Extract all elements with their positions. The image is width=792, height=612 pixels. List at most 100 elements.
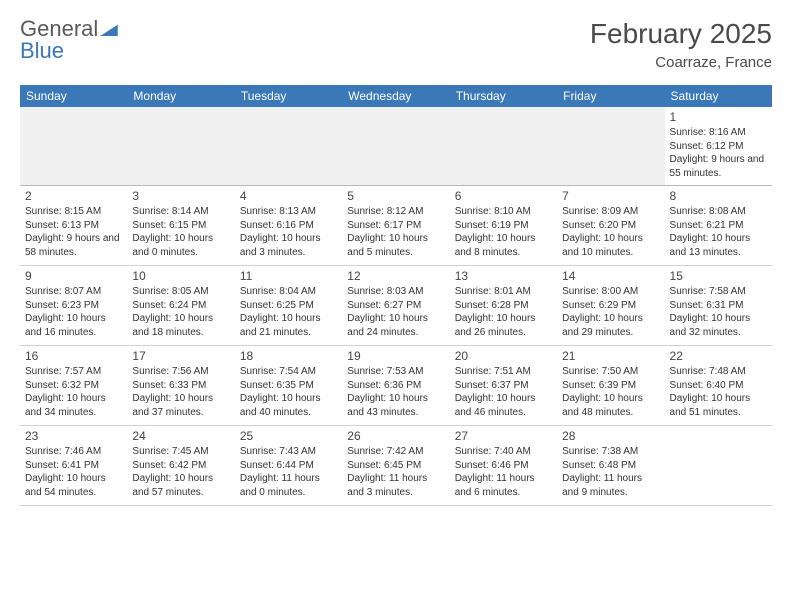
title-block: February 2025 Coarraze, France bbox=[590, 18, 772, 71]
calendar-day-cell: 10 Sunrise: 8:05 AMSunset: 6:24 PMDayligh… bbox=[127, 266, 234, 346]
day-number: 5 bbox=[347, 189, 444, 203]
day-number: 7 bbox=[562, 189, 659, 203]
calendar-week-row: 9 Sunrise: 8:07 AMSunset: 6:23 PMDaylight… bbox=[20, 266, 772, 346]
calendar-day-cell: 1 Sunrise: 8:16 AMSunset: 6:12 PMDaylight… bbox=[665, 107, 772, 186]
day-number: 21 bbox=[562, 349, 659, 363]
day-info: Sunrise: 8:14 AMSunset: 6:15 PMDaylight:… bbox=[132, 205, 229, 259]
day-number: 27 bbox=[455, 429, 552, 443]
month-title: February 2025 bbox=[590, 18, 772, 50]
day-number: 28 bbox=[562, 429, 659, 443]
day-info: Sunrise: 7:56 AMSunset: 6:33 PMDaylight:… bbox=[132, 365, 229, 419]
day-info: Sunrise: 7:57 AMSunset: 6:32 PMDaylight:… bbox=[25, 365, 122, 419]
calendar-day-cell bbox=[342, 107, 449, 186]
calendar-page: GeneralBlue February 2025 Coarraze, Fran… bbox=[0, 0, 792, 518]
weekday-header: Thursday bbox=[450, 85, 557, 107]
weekday-header: Tuesday bbox=[235, 85, 342, 107]
calendar-day-cell: 27 Sunrise: 7:40 AMSunset: 6:46 PMDayligh… bbox=[450, 426, 557, 506]
calendar-day-cell bbox=[557, 107, 664, 186]
calendar-day-cell: 11Sunrise: 8:04 AMSunset: 6:25 PMDayligh… bbox=[235, 266, 342, 346]
calendar-day-cell: 13Sunrise: 8:01 AMSunset: 6:28 PMDayligh… bbox=[450, 266, 557, 346]
weekday-header: Wednesday bbox=[342, 85, 449, 107]
day-number: 1 bbox=[670, 110, 767, 124]
calendar-day-cell: 18 Sunrise: 7:54 AMSunset: 6:35 PMDayligh… bbox=[235, 346, 342, 426]
day-info: Sunrise: 7:46 AMSunset: 6:41 PMDaylight:… bbox=[25, 445, 122, 499]
day-info: Sunrise: 8:07 AMSunset: 6:23 PMDaylight:… bbox=[25, 285, 122, 339]
day-info: Sunrise: 8:05 AMSunset: 6:24 PMDaylight:… bbox=[132, 285, 229, 339]
day-info: Sunrise: 7:48 AMSunset: 6:40 PMDaylight:… bbox=[670, 365, 767, 419]
day-number: 17 bbox=[132, 349, 229, 363]
calendar-day-cell: 8Sunrise: 8:08 AMSunset: 6:21 PMDaylight… bbox=[665, 186, 772, 266]
location: Coarraze, France bbox=[590, 54, 772, 71]
calendar-day-cell bbox=[665, 426, 772, 506]
calendar-day-cell: 6 Sunrise: 8:10 AMSunset: 6:19 PMDaylight… bbox=[450, 186, 557, 266]
calendar-day-cell bbox=[450, 107, 557, 186]
day-number: 16 bbox=[25, 349, 122, 363]
calendar-day-cell: 20Sunrise: 7:51 AMSunset: 6:37 PMDayligh… bbox=[450, 346, 557, 426]
weekday-header-row: SundayMondayTuesdayWednesdayThursdayFrid… bbox=[20, 85, 772, 107]
calendar-day-cell: 16 Sunrise: 7:57 AMSunset: 6:32 PMDayligh… bbox=[20, 346, 127, 426]
calendar-day-cell: 3 Sunrise: 8:14 AMSunset: 6:15 PMDaylight… bbox=[127, 186, 234, 266]
day-number: 25 bbox=[240, 429, 337, 443]
day-number: 18 bbox=[240, 349, 337, 363]
calendar-day-cell: 7 Sunrise: 8:09 AMSunset: 6:20 PMDaylight… bbox=[557, 186, 664, 266]
day-number: 26 bbox=[347, 429, 444, 443]
day-number: 8 bbox=[670, 189, 767, 203]
day-number: 2 bbox=[25, 189, 122, 203]
day-info: Sunrise: 8:10 AMSunset: 6:19 PMDaylight:… bbox=[455, 205, 552, 259]
calendar-day-cell: 28 Sunrise: 7:38 AMSunset: 6:48 PMDayligh… bbox=[557, 426, 664, 506]
calendar-day-cell: 25 Sunrise: 7:43 AMSunset: 6:44 PMDayligh… bbox=[235, 426, 342, 506]
day-number: 3 bbox=[132, 189, 229, 203]
calendar-day-cell: 9 Sunrise: 8:07 AMSunset: 6:23 PMDaylight… bbox=[20, 266, 127, 346]
day-info: Sunrise: 7:50 AMSunset: 6:39 PMDaylight:… bbox=[562, 365, 659, 419]
weekday-header: Saturday bbox=[665, 85, 772, 107]
day-info: Sunrise: 8:04 AMSunset: 6:25 PMDaylight:… bbox=[240, 285, 337, 339]
calendar-day-cell: 2 Sunrise: 8:15 AMSunset: 6:13 PMDaylight… bbox=[20, 186, 127, 266]
calendar-day-cell: 22 Sunrise: 7:48 AMSunset: 6:40 PMDayligh… bbox=[665, 346, 772, 426]
calendar-day-cell bbox=[20, 107, 127, 186]
day-info: Sunrise: 8:16 AMSunset: 6:12 PMDaylight:… bbox=[670, 126, 767, 180]
day-number: 19 bbox=[347, 349, 444, 363]
weekday-header: Sunday bbox=[20, 85, 127, 107]
weekday-header: Monday bbox=[127, 85, 234, 107]
day-number: 12 bbox=[347, 269, 444, 283]
day-info: Sunrise: 7:45 AMSunset: 6:42 PMDaylight:… bbox=[132, 445, 229, 499]
day-info: Sunrise: 7:42 AMSunset: 6:45 PMDaylight:… bbox=[347, 445, 444, 499]
day-number: 10 bbox=[132, 269, 229, 283]
day-number: 4 bbox=[240, 189, 337, 203]
day-info: Sunrise: 7:54 AMSunset: 6:35 PMDaylight:… bbox=[240, 365, 337, 419]
brand-part2: Blue bbox=[20, 38, 64, 63]
day-info: Sunrise: 8:13 AMSunset: 6:16 PMDaylight:… bbox=[240, 205, 337, 259]
calendar-day-cell: 4 Sunrise: 8:13 AMSunset: 6:16 PMDaylight… bbox=[235, 186, 342, 266]
day-number: 13 bbox=[455, 269, 552, 283]
calendar-day-cell: 23 Sunrise: 7:46 AMSunset: 6:41 PMDayligh… bbox=[20, 426, 127, 506]
calendar-day-cell: 21 Sunrise: 7:50 AMSunset: 6:39 PMDayligh… bbox=[557, 346, 664, 426]
day-number: 6 bbox=[455, 189, 552, 203]
day-info: Sunrise: 7:40 AMSunset: 6:46 PMDaylight:… bbox=[455, 445, 552, 499]
day-info: Sunrise: 7:51 AMSunset: 6:37 PMDaylight:… bbox=[455, 365, 552, 419]
day-info: Sunrise: 8:03 AMSunset: 6:27 PMDaylight:… bbox=[347, 285, 444, 339]
day-info: Sunrise: 8:12 AMSunset: 6:17 PMDaylight:… bbox=[347, 205, 444, 259]
calendar-week-row: 2 Sunrise: 8:15 AMSunset: 6:13 PMDaylight… bbox=[20, 186, 772, 266]
calendar-day-cell: 5 Sunrise: 8:12 AMSunset: 6:17 PMDaylight… bbox=[342, 186, 449, 266]
day-number: 23 bbox=[25, 429, 122, 443]
brand-triangle-icon bbox=[100, 18, 118, 40]
calendar-day-cell: 26 Sunrise: 7:42 AMSunset: 6:45 PMDayligh… bbox=[342, 426, 449, 506]
day-number: 22 bbox=[670, 349, 767, 363]
calendar-day-cell bbox=[235, 107, 342, 186]
day-info: Sunrise: 8:09 AMSunset: 6:20 PMDaylight:… bbox=[562, 205, 659, 259]
brand-logo: GeneralBlue bbox=[20, 18, 118, 62]
calendar-day-cell: 17 Sunrise: 7:56 AMSunset: 6:33 PMDayligh… bbox=[127, 346, 234, 426]
calendar-day-cell: 15 Sunrise: 7:58 AMSunset: 6:31 PMDayligh… bbox=[665, 266, 772, 346]
calendar-day-cell bbox=[127, 107, 234, 186]
calendar-week-row: 16 Sunrise: 7:57 AMSunset: 6:32 PMDayligh… bbox=[20, 346, 772, 426]
calendar-day-cell: 24Sunrise: 7:45 AMSunset: 6:42 PMDayligh… bbox=[127, 426, 234, 506]
day-number: 9 bbox=[25, 269, 122, 283]
day-number: 15 bbox=[670, 269, 767, 283]
day-info: Sunrise: 7:43 AMSunset: 6:44 PMDaylight:… bbox=[240, 445, 337, 499]
day-info: Sunrise: 7:58 AMSunset: 6:31 PMDaylight:… bbox=[670, 285, 767, 339]
calendar-week-row: 23 Sunrise: 7:46 AMSunset: 6:41 PMDayligh… bbox=[20, 426, 772, 506]
day-info: Sunrise: 7:38 AMSunset: 6:48 PMDaylight:… bbox=[562, 445, 659, 499]
calendar-week-row: 1 Sunrise: 8:16 AMSunset: 6:12 PMDaylight… bbox=[20, 107, 772, 186]
day-info: Sunrise: 8:15 AMSunset: 6:13 PMDaylight:… bbox=[25, 205, 122, 259]
day-info: Sunrise: 7:53 AMSunset: 6:36 PMDaylight:… bbox=[347, 365, 444, 419]
